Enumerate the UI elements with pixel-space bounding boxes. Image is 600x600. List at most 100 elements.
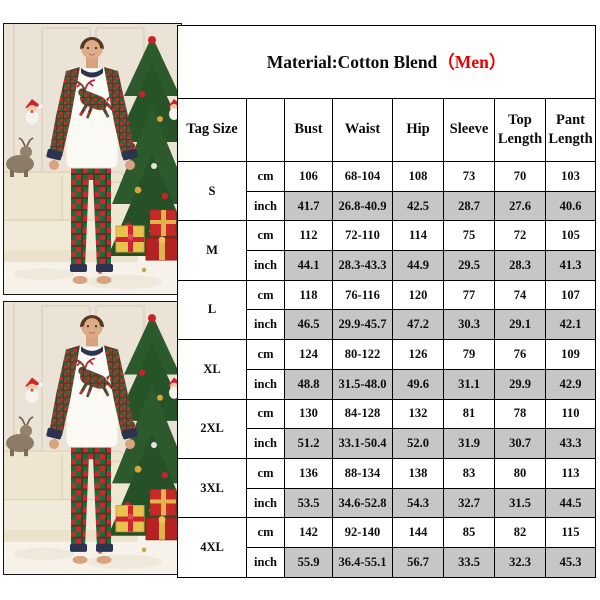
- measurement-value: 74: [494, 279, 546, 311]
- measurement-value: 31.1: [443, 368, 495, 400]
- unit-label-cm: cm: [246, 279, 285, 311]
- size-row-4xl-cm: 4XL cm 142 92-140 144 85 82 115: [177, 517, 597, 578]
- measurement-value: 42.9: [544, 368, 597, 400]
- measurement-value: 142: [284, 517, 333, 549]
- measurement-value: 92-140: [332, 517, 393, 549]
- measurement-value: 43.3: [544, 428, 597, 459]
- measurement-value: 29.5: [443, 250, 495, 281]
- measurement-value: 30.7: [494, 428, 546, 459]
- unit-label-inch: inch: [246, 250, 285, 281]
- measurement-value: 53.5: [284, 487, 333, 519]
- unit-label-cm: cm: [246, 398, 285, 430]
- measurement-value: 80-122: [332, 339, 393, 370]
- column-header-top-length: Top Length: [494, 97, 546, 162]
- measurement-value: 49.6: [392, 368, 444, 400]
- size-label-4xl: 4XL: [177, 517, 247, 578]
- measurement-value: 68-104: [332, 160, 393, 192]
- measurement-value: 29.9: [494, 368, 546, 400]
- title-row: Material:Cotton Blend（Men）: [176, 25, 597, 99]
- measurement-value: 76-116: [332, 279, 393, 311]
- measurement-value: 30.3: [443, 309, 495, 341]
- measurement-value: 130: [284, 398, 333, 430]
- unit-label-inch: inch: [246, 368, 285, 400]
- measurement-value: 42.1: [544, 309, 597, 341]
- measurement-value: 33.1-50.4: [332, 428, 393, 459]
- measurement-value: 126: [392, 339, 444, 370]
- measurement-value: 103: [544, 160, 597, 192]
- measurement-value: 81: [443, 398, 495, 430]
- size-label-2xl: 2XL: [177, 398, 247, 460]
- measurement-value: 88-134: [332, 458, 393, 489]
- measurement-value: 108: [392, 160, 444, 192]
- size-row-xl-inch: inch 48.8 31.5-48.0 49.6 31.1 29.9 42.9: [178, 368, 597, 400]
- size-row-4xl-inch: inch 55.9 36.4-55.1 56.7 33.5 32.3 45.3: [178, 547, 597, 578]
- unit-label-inch: inch: [246, 428, 285, 459]
- measurement-value: 124: [284, 339, 333, 370]
- measurement-value: 44.5: [544, 487, 597, 519]
- measurement-value: 75: [443, 220, 495, 252]
- unit-label-inch: inch: [246, 547, 285, 578]
- measurement-value: 77: [443, 279, 495, 311]
- size-row-m-inch: inch 44.1 28.3-43.3 44.9 29.5 28.3 41.3: [178, 250, 597, 281]
- measurement-value: 47.2: [392, 309, 444, 341]
- measurement-value: 112: [284, 220, 333, 252]
- unit-label-inch: inch: [246, 190, 285, 222]
- measurement-value: 29.1: [494, 309, 546, 341]
- product-photo-bottom: [3, 301, 182, 575]
- measurement-value: 31.9: [443, 428, 495, 459]
- measurement-value: 26.8-40.9: [332, 190, 393, 222]
- measurement-value: 70: [494, 160, 546, 192]
- measurement-value: 79: [443, 339, 495, 370]
- measurement-value: 138: [392, 458, 444, 489]
- size-row-xl-cm: XL cm 124 80-122 126 79 76 109: [177, 339, 597, 400]
- measurement-value: 132: [392, 398, 444, 430]
- measurement-value: 84-128: [332, 398, 393, 430]
- measurement-value: 52.0: [392, 428, 444, 459]
- measurement-value: 28.3: [494, 250, 546, 281]
- column-header-row: Tag Size Bust Waist Hip Sleeve Top Length Pant…: [177, 97, 597, 162]
- measurement-value: 118: [284, 279, 333, 311]
- unit-label-cm: cm: [246, 220, 285, 252]
- measurement-value: 72: [494, 220, 546, 252]
- measurement-value: 32.7: [443, 487, 495, 519]
- size-row-2xl-inch: inch 51.2 33.1-50.4 52.0 31.9 30.7 43.3: [178, 428, 597, 459]
- measurement-value: 44.1: [284, 250, 333, 281]
- measurement-value: 31.5-48.0: [332, 368, 393, 400]
- measurement-value: 32.3: [494, 547, 546, 578]
- measurement-value: 85: [443, 517, 495, 549]
- size-chart-table: Material:Cotton Blend（Men） Tag Size Bust W…: [176, 25, 597, 578]
- gender-text: （Men）: [437, 52, 507, 73]
- column-header-tag-size: Tag Size: [177, 97, 247, 162]
- unit-label-cm: cm: [246, 517, 285, 549]
- measurement-value: 33.5: [443, 547, 495, 578]
- measurement-value: 78: [494, 398, 546, 430]
- column-header-pant-length: Pant Length: [544, 97, 597, 162]
- size-row-2xl-cm: 2XL cm 130 84-128 132 81 78 110: [177, 398, 597, 460]
- measurement-value: 105: [544, 220, 597, 252]
- column-header-hip: Hip: [392, 97, 444, 162]
- measurement-value: 76: [494, 339, 546, 370]
- measurement-value: 107: [544, 279, 597, 311]
- size-label-3xl: 3XL: [177, 457, 247, 519]
- unit-label-cm: cm: [246, 160, 285, 192]
- measurement-value: 115: [544, 517, 597, 549]
- column-header-unit: [246, 97, 285, 162]
- measurement-value: 56.7: [392, 547, 444, 578]
- unit-label-cm: cm: [246, 339, 285, 370]
- unit-label-inch: inch: [246, 309, 285, 341]
- material-text: Material:Cotton Blend: [266, 52, 438, 73]
- column-header-bust: Bust: [284, 97, 333, 162]
- measurement-value: 114: [392, 220, 444, 252]
- size-label-m: M: [177, 220, 247, 281]
- product-photo-top: [3, 23, 182, 295]
- table-title: Material:Cotton Blend（Men）: [176, 25, 597, 99]
- measurement-value: 106: [284, 160, 333, 192]
- size-row-3xl-cm: 3XL cm 136 88-134 138 83 80 113: [177, 457, 597, 519]
- measurement-value: 55.9: [284, 547, 333, 578]
- measurement-value: 36.4-55.1: [332, 547, 393, 578]
- size-row-l-inch: inch 46.5 29.9-45.7 47.2 30.3 29.1 42.1: [178, 309, 597, 341]
- unit-label-cm: cm: [246, 458, 285, 489]
- measurement-value: 113: [544, 458, 597, 489]
